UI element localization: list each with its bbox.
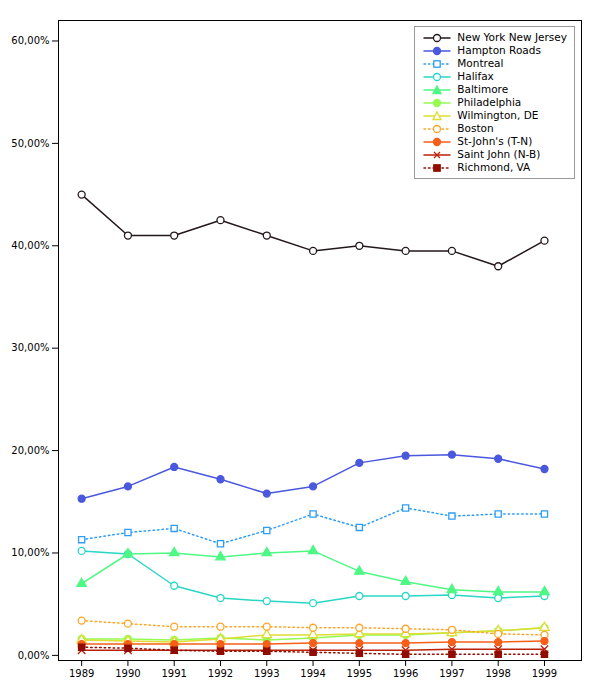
svg-text:60,00%: 60,00% bbox=[11, 35, 49, 46]
svg-text:40,00%: 40,00% bbox=[11, 240, 49, 251]
svg-text:1997: 1997 bbox=[439, 668, 464, 679]
html-text:Philadelphia: Philadelphia bbox=[457, 96, 522, 108]
html-text:Hampton Roads: Hampton Roads bbox=[457, 44, 541, 56]
html-text:Wilmington, DE: Wilmington, DE bbox=[457, 109, 539, 121]
svg-text:10,00%: 10,00% bbox=[11, 547, 49, 558]
html-text:Richmond, VA: Richmond, VA bbox=[457, 161, 531, 173]
svg-text:1999: 1999 bbox=[532, 668, 557, 679]
html-text:Saint John (N-B): Saint John (N-B) bbox=[457, 148, 541, 160]
html-text:New York New Jersey: New York New Jersey bbox=[457, 31, 567, 43]
svg-text:1995: 1995 bbox=[347, 668, 372, 679]
html-text:St-John's (T-N): St-John's (T-N) bbox=[457, 135, 533, 147]
svg-text:20,00%: 20,00% bbox=[11, 445, 49, 456]
svg-text:1998: 1998 bbox=[485, 668, 510, 679]
svg-text:1992: 1992 bbox=[208, 668, 233, 679]
svg-text:1989: 1989 bbox=[69, 668, 94, 679]
svg-text:1994: 1994 bbox=[300, 668, 325, 679]
svg-text:0,00%: 0,00% bbox=[18, 650, 50, 661]
svg-text:1993: 1993 bbox=[254, 668, 279, 679]
svg-text:1990: 1990 bbox=[115, 668, 140, 679]
svg-text:50,00%: 50,00% bbox=[11, 138, 49, 149]
html-text:Baltimore: Baltimore bbox=[457, 83, 509, 95]
svg-text:1991: 1991 bbox=[161, 668, 186, 679]
html-text:Montreal: Montreal bbox=[457, 57, 504, 69]
html-text:Halifax: Halifax bbox=[457, 70, 494, 82]
svg-text:1996: 1996 bbox=[393, 668, 418, 679]
svg-text:30,00%: 30,00% bbox=[11, 342, 49, 353]
html-text:Boston: Boston bbox=[457, 122, 494, 134]
